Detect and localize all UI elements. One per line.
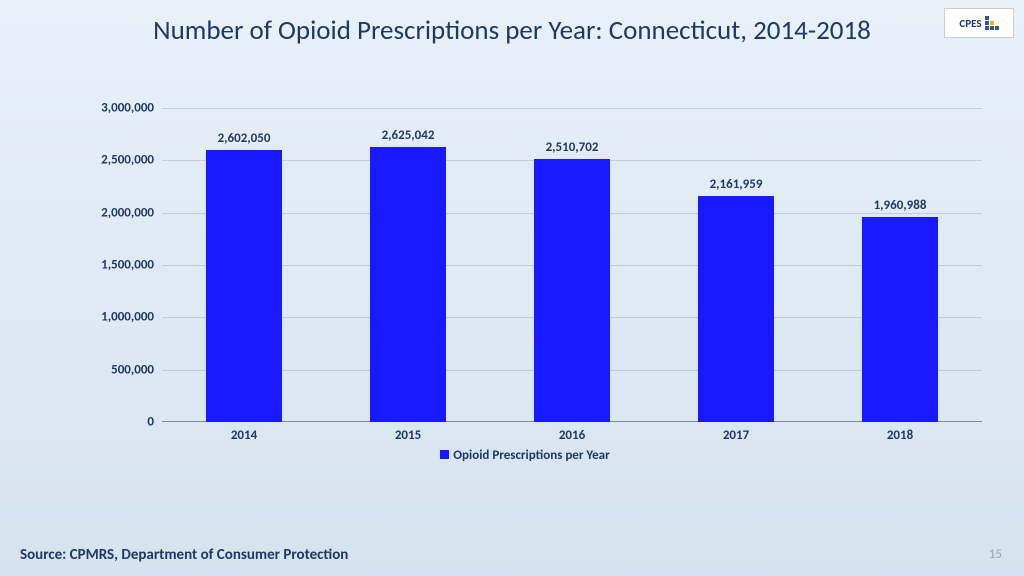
bar [862, 217, 937, 422]
bar-value-label: 2,161,959 [656, 177, 816, 192]
legend: Opioid Prescriptions per Year [66, 448, 984, 463]
x-tick-label: 2015 [328, 428, 488, 443]
bar-value-label: 1,960,988 [820, 198, 980, 213]
plot-region: 2,602,05020142,625,04220152,510,70220162… [162, 108, 982, 422]
cpes-logo: CPES [944, 8, 1014, 38]
source-caption: Source: CPMRS, Department of Consumer Pr… [20, 546, 348, 564]
chart-title: Number of Opioid Prescriptions per Year:… [0, 14, 1024, 47]
x-tick-label: 2017 [656, 428, 816, 443]
y-tick-label: 500,000 [66, 362, 154, 377]
page-number: 15 [989, 547, 1002, 562]
legend-label: Opioid Prescriptions per Year [453, 448, 609, 463]
x-tick-label: 2014 [164, 428, 324, 443]
chart-area: 2,602,050 2014 2,625,042 2015 2,510,702 2016 2… [66, 94, 984, 452]
y-tick-label: 2,000,000 [66, 205, 154, 220]
bar [206, 150, 281, 422]
y-tick-label: 1,000,000 [66, 310, 154, 325]
bar [370, 147, 445, 422]
logo-text: CPES [959, 17, 981, 30]
x-tick-label: 2016 [492, 428, 652, 443]
x-tick-label: 2018 [820, 428, 980, 443]
legend-swatch [440, 450, 449, 459]
y-tick-label: 3,000,000 [66, 101, 154, 116]
bar-value-label: 2,510,702 [492, 140, 652, 155]
y-tick-label: 1,500,000 [66, 258, 154, 273]
logo-glyph [985, 16, 999, 30]
y-tick-label: 2,500,000 [66, 153, 154, 168]
bar-value-label: 2,602,050 [164, 131, 324, 146]
bar [698, 196, 773, 422]
bar [534, 159, 609, 422]
gridline [162, 108, 982, 109]
bar-value-label: 2,625,042 [328, 128, 488, 143]
y-tick-label: 0 [66, 415, 154, 430]
